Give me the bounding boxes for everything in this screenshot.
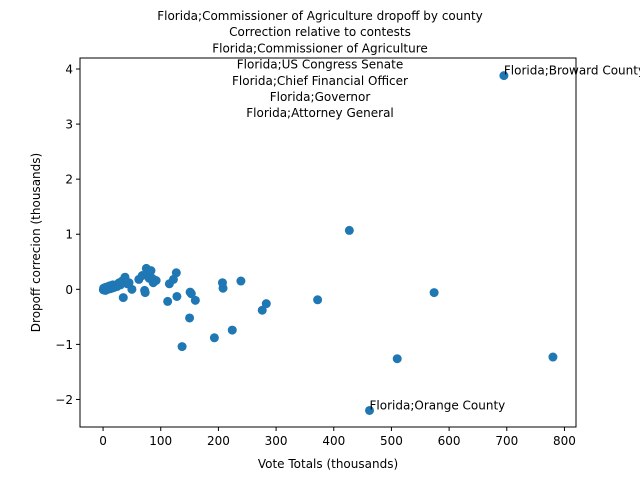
scatter-point — [257, 305, 267, 315]
scatter-point — [118, 293, 128, 303]
point-annotation: Florida;Orange County — [370, 398, 506, 412]
scatter-point — [185, 313, 195, 323]
y-axis-label: Dropoff correcion (thousands) — [29, 153, 43, 332]
x-tick-label: 800 — [553, 434, 576, 448]
y-tick-label: 1 — [65, 228, 73, 242]
x-tick-label: 700 — [495, 434, 518, 448]
x-tick-label: 0 — [99, 434, 107, 448]
scatter-point — [261, 299, 271, 309]
y-tick-label: 3 — [65, 118, 73, 132]
y-tick-label: 0 — [65, 283, 73, 297]
x-tick-label: 100 — [149, 434, 172, 448]
scatter-point — [163, 296, 173, 306]
scatter-point — [209, 333, 219, 343]
scatter-point — [171, 268, 181, 278]
plot-area — [79, 57, 577, 428]
scatter-point — [236, 276, 246, 286]
title-line: Florida;Attorney General — [246, 106, 394, 120]
scatter-point — [365, 405, 375, 415]
annotations: Florida;Broward County Florida;Orange Cou… — [370, 64, 640, 413]
scatter-point — [429, 288, 439, 298]
point-annotation: Florida;Broward County — [504, 64, 640, 78]
x-tick-label: 200 — [207, 434, 230, 448]
scatter-point — [227, 325, 237, 335]
title-line: Florida;US Congress Senate — [237, 58, 403, 72]
axes-frame — [79, 57, 577, 428]
title-line: Correction relative to contests — [229, 25, 411, 39]
y-tick-label: 4 — [65, 63, 73, 77]
scatter-point — [190, 295, 200, 305]
scatter-point — [127, 284, 137, 294]
scatter-point — [146, 266, 156, 276]
data-points — [98, 71, 558, 415]
chart-title: Florida;Commissioner of Agriculture drop… — [157, 9, 483, 120]
scatter-point — [172, 291, 182, 301]
x-tick-label: 600 — [438, 434, 461, 448]
scatter-point — [186, 289, 196, 299]
scatter-point — [151, 276, 161, 286]
title-line: Florida;Governor — [270, 90, 371, 104]
scatter-point — [313, 295, 323, 305]
scatter-point — [548, 352, 558, 362]
y-axis: −2 −1 0 1 2 3 4 — [55, 63, 80, 407]
scatter-point — [140, 288, 150, 298]
x-tick-label: 300 — [265, 434, 288, 448]
y-tick-label: −2 — [55, 393, 73, 407]
title-line: Florida;Commissioner of Agriculture drop… — [157, 9, 483, 23]
x-axis: 0 100 200 300 400 500 600 700 800 — [99, 427, 576, 448]
y-tick-label: −1 — [55, 338, 73, 352]
title-line: Florida;Chief Financial Officer — [232, 74, 408, 88]
scatter-point — [499, 71, 509, 81]
scatter-point — [218, 283, 228, 293]
title-line: Florida;Commissioner of Agriculture — [212, 41, 428, 55]
x-tick-label: 400 — [322, 434, 345, 448]
x-tick-label: 500 — [380, 434, 403, 448]
scatter-point — [177, 342, 187, 352]
y-tick-label: 2 — [65, 173, 73, 187]
x-axis-label: Vote Totals (thousands) — [258, 457, 398, 471]
scatter-point — [392, 354, 402, 364]
scatter-point — [344, 225, 354, 235]
